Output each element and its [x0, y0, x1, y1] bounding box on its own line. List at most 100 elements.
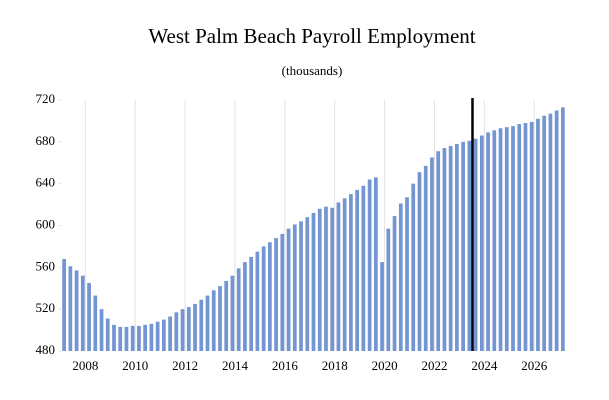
bar: [149, 323, 154, 351]
bar: [186, 307, 191, 351]
bar: [230, 275, 235, 351]
bar: [548, 113, 553, 352]
bar: [317, 208, 322, 351]
x-tick-label: 2012: [172, 358, 198, 373]
x-tick-label: 2020: [372, 358, 398, 373]
bar: [536, 118, 540, 351]
bar: [261, 246, 266, 351]
bar: [105, 318, 110, 351]
bar: [74, 270, 79, 351]
y-tick-label: 680: [36, 133, 56, 148]
bar: [162, 319, 166, 351]
bar: [267, 242, 272, 351]
y-tick-label: 600: [36, 216, 56, 231]
bar: [349, 194, 353, 351]
bar: [99, 309, 104, 351]
x-tick-label: 2026: [521, 358, 548, 373]
bar: [405, 197, 409, 351]
bar: [417, 172, 422, 351]
bar: [299, 221, 303, 351]
bar: [542, 115, 547, 351]
x-tick-label: 2018: [322, 358, 348, 373]
bar: [180, 309, 185, 351]
bar: [249, 256, 254, 351]
bar: [529, 121, 534, 352]
bar: [80, 275, 85, 351]
bar: [467, 140, 472, 351]
bar: [498, 128, 503, 351]
bar: [193, 303, 197, 351]
x-tick-label: 2014: [222, 358, 249, 373]
bar: [286, 228, 291, 351]
bar: [93, 295, 98, 351]
bar: [62, 258, 66, 351]
bar: [411, 183, 416, 351]
bar: [324, 206, 328, 351]
bar: [373, 177, 378, 351]
bar: [112, 324, 116, 351]
x-tick-label: 2024: [471, 358, 498, 373]
chart-title: West Palm Beach Payroll Employment: [148, 24, 475, 48]
bar: [330, 207, 335, 351]
y-tick-label: 560: [36, 258, 56, 273]
bar: [68, 266, 73, 351]
y-tick-label: 640: [36, 175, 56, 190]
bar: [448, 146, 453, 351]
bar: [199, 299, 204, 351]
bar: [561, 107, 565, 351]
bar: [311, 212, 316, 351]
bar: [398, 203, 403, 351]
bar: [461, 141, 465, 351]
bar: [442, 148, 447, 351]
x-tick-label: 2010: [122, 358, 148, 373]
bar: [280, 233, 285, 351]
bar: [455, 143, 459, 351]
bar: [236, 268, 241, 351]
bar: [137, 325, 141, 351]
bar: [218, 286, 222, 351]
bar: [367, 179, 372, 351]
bar: [436, 151, 441, 351]
x-tick-label: 2022: [421, 358, 447, 373]
bar: [87, 283, 91, 351]
x-tick-label: 2008: [72, 358, 98, 373]
bar: [224, 280, 229, 351]
bar: [205, 295, 210, 351]
bar: [492, 130, 497, 351]
bar: [243, 262, 247, 351]
bar: [130, 325, 135, 351]
bar: [473, 138, 478, 351]
bar: [523, 123, 528, 351]
bar: [430, 157, 434, 351]
bar: [118, 326, 123, 351]
bar: [355, 189, 360, 351]
bar: [292, 224, 297, 351]
chart-subtitle: (thousands): [282, 63, 343, 78]
bar: [255, 251, 260, 351]
bar: [361, 185, 366, 351]
bar: [392, 216, 397, 351]
bar: [143, 324, 148, 351]
bar: [386, 228, 391, 351]
bar: [517, 124, 522, 351]
bar: [554, 110, 559, 351]
bar: [479, 135, 484, 351]
bar: [155, 321, 160, 351]
bar: [504, 127, 509, 351]
bar: [336, 202, 341, 351]
bar: [380, 262, 384, 351]
bar: [423, 165, 428, 351]
bar: [211, 290, 216, 351]
x-tick-label: 2016: [272, 358, 299, 373]
y-tick-label: 520: [36, 300, 56, 315]
bar: [274, 238, 278, 351]
bar: [174, 312, 179, 351]
bar: [305, 217, 310, 351]
y-tick-label: 720: [36, 91, 56, 106]
bar: [511, 126, 515, 351]
bar: [168, 316, 172, 351]
bar: [342, 198, 347, 351]
bar: [486, 132, 490, 351]
bar: [124, 326, 129, 351]
